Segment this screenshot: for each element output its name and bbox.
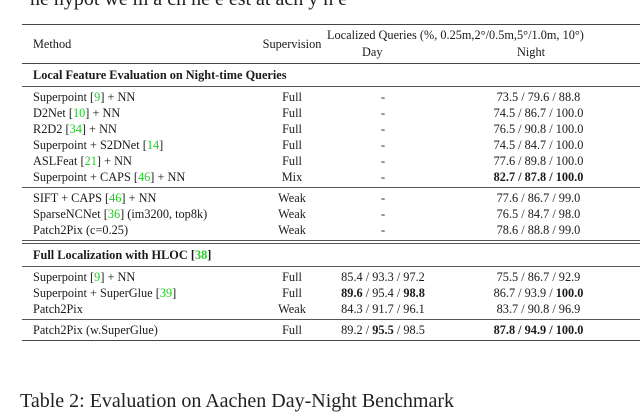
table-caption: Table 2: Evaluation on Aachen Day-Night … [20,390,455,412]
citation-link[interactable]: 38 [194,248,208,262]
citation-link[interactable]: 9 [94,90,101,104]
table-row: Patch2Pix (w.SuperGlue) Full 89.2 / 95.5… [22,322,640,338]
best-night-result: 87.8 / 94.9 / 100.0 [493,323,584,337]
best-night-result: 82.7 / 87.8 / 100.0 [493,170,584,184]
citation-link[interactable]: 36 [107,207,121,221]
table-row: Patch2Pix (c=0.25) Weak - 78.6 / 88.8 / … [33,223,581,237]
table-row: Superpoint [9] + NN Full 85.4 / 93.3 / 9… [33,270,581,284]
section-rule [22,266,640,267]
table-row: R2D2 [34] + NN Full - 76.5 / 90.8 / 100.… [33,122,584,136]
citation-link[interactable]: 39 [159,286,173,300]
table-row: Superpoint + SuperGlue [39] Full 89.6 / … [22,285,640,301]
header-night: Night [517,45,546,59]
double-rule-top [22,240,640,241]
block-rule [22,319,640,320]
header-supervision: Supervision [262,37,322,51]
header-localized-queries: Localized Queries (%, 0.25m,2°/0.5m,5°/1… [327,28,584,42]
citation-link[interactable]: 34 [69,122,82,136]
table-header: Method Supervision Localized Queries (%,… [22,25,640,63]
table-row: Superpoint + S2DNet [14] Full - 74.5 / 8… [33,138,584,152]
header-day: Day [362,45,383,59]
citation-link[interactable]: 10 [72,106,86,120]
table-row: Superpoint + CAPS [46] + NN Mix - 82.7 /… [22,169,640,185]
table-row: D2Net [10] + NN Full - 74.5 / 86.7 / 100… [33,106,584,120]
table-row: Patch2Pix Weak 84.3 / 91.7 / 96.1 83.7 /… [33,302,581,316]
block-3: Superpoint [9] + NN Full 85.4 / 93.3 / 9… [22,267,640,319]
section-title-local-feature: Local Feature Evaluation on Night-time Q… [33,68,287,82]
double-rule-bottom [22,243,640,244]
night-result-mixed-bold: 86.7 / 93.9 / 100.0 [493,286,584,300]
table-row: ASLFeat [21] + NN Full - 77.6 / 89.8 / 1… [33,154,584,168]
table-row: Superpoint [9] + NN Full - 73.5 / 79.6 /… [33,90,581,104]
block-rule [22,187,640,188]
bottom-rule [22,340,640,341]
block-2: SIFT + CAPS [46] + NN Weak - 77.6 / 86.7… [22,188,640,240]
citation-link[interactable]: 14 [146,138,160,152]
citation-link[interactable]: 21 [84,154,97,168]
section-rule [22,86,640,87]
day-result-mixed-bold: 89.6 / 95.4 / 98.8 [341,286,425,300]
top-rule [22,24,640,25]
clipped-preceding-text: ne hypot we m a ch he e est at ach y n e [30,0,347,11]
citation-link[interactable]: 9 [94,270,101,284]
header-rule [22,63,640,64]
citation-link[interactable]: 46 [138,170,151,184]
block-4: Patch2Pix (w.SuperGlue) Full 89.2 / 95.5… [22,320,640,340]
block-1: Superpoint [9] + NN Full - 73.5 / 79.6 /… [22,87,640,187]
header-method: Method [33,37,72,51]
section-title-full-localization: Full Localization with HLOC [38] [33,248,212,262]
citation-link[interactable]: 46 [109,191,122,205]
day-result-mixed-bold: 89.2 / 95.5 / 98.5 [341,323,425,337]
results-table: Method Supervision Localized Queries (%,… [22,24,640,341]
table-row: SparseNCNet [36] (im3200, top8k) Weak - … [33,207,581,221]
table-row: SIFT + CAPS [46] + NN Weak - 77.6 / 86.7… [33,191,581,205]
